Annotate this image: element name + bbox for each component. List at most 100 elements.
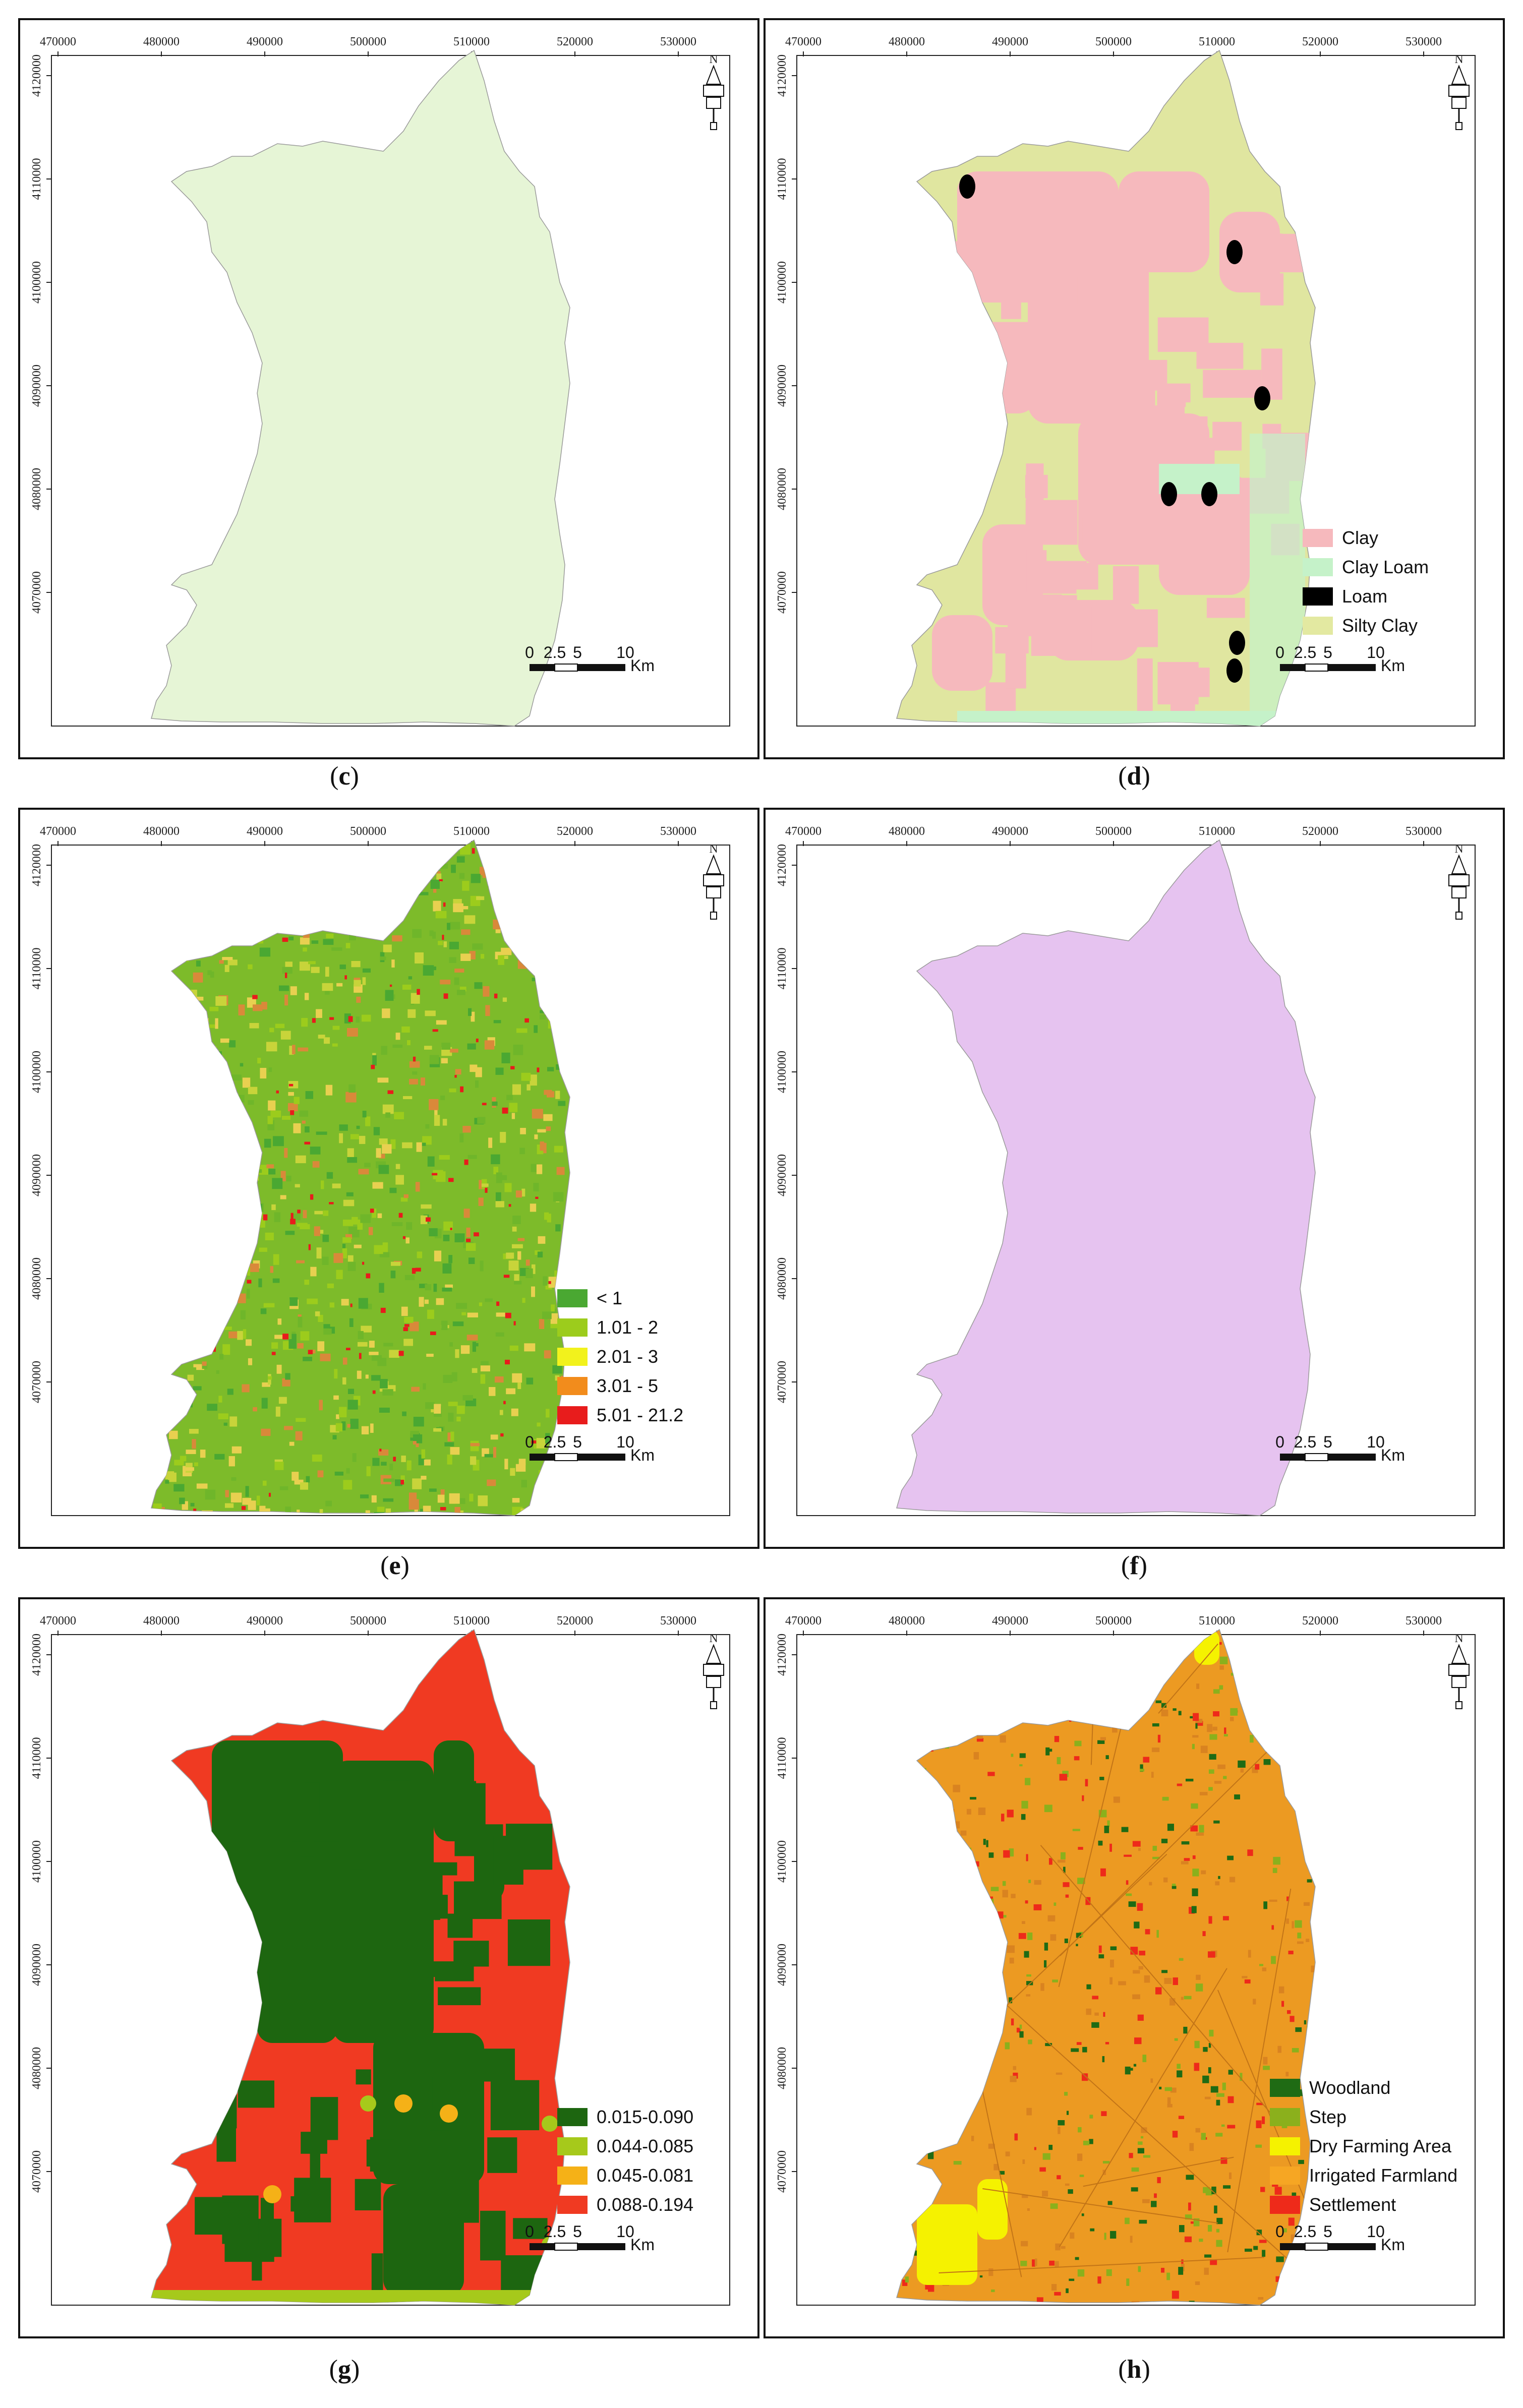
- x-tick-label: 480000: [889, 35, 925, 48]
- x-tick-label: 480000: [889, 1614, 925, 1628]
- map-svg: 470000 480000 490000 500000 510000 520000 5300…: [30, 825, 730, 1516]
- legend-swatch: [1270, 2196, 1300, 2214]
- legend-label: < 1: [597, 1288, 623, 1308]
- legend-label: 0.044-0.085: [597, 2136, 694, 2156]
- x-tick-label: 520000: [1302, 825, 1338, 838]
- caption-c: (c): [330, 762, 359, 791]
- legend-swatch: [557, 2196, 588, 2214]
- legend-item: 3.01 - 5: [557, 1371, 683, 1401]
- scale-label: 10: [1367, 643, 1385, 661]
- x-tick-label: 490000: [992, 35, 1028, 48]
- x-tick-label: 470000: [785, 1614, 822, 1628]
- map-panel-d: 470000 480000 490000 500000 510000 520000 5300…: [764, 18, 1505, 759]
- north-arrow-icon: N: [1448, 1632, 1470, 1709]
- map-svg: 470000 480000 490000 500000 510000 520000 5300…: [776, 35, 1476, 727]
- x-tick-label: 530000: [660, 1614, 696, 1628]
- svg-text:N: N: [709, 1632, 718, 1645]
- y-tick-label: 4080000: [776, 2047, 789, 2089]
- scale-label: 0: [525, 2222, 534, 2241]
- y-tick-label: 4100000: [30, 1051, 43, 1093]
- x-tick-label: 520000: [1302, 35, 1338, 48]
- scale-unit: Km: [630, 656, 655, 675]
- x-tick-label: 510000: [1199, 1614, 1235, 1628]
- x-tick-label: 520000: [557, 35, 593, 48]
- legend-item: Loam: [1303, 582, 1429, 611]
- x-tick-label: 510000: [453, 825, 490, 838]
- x-tick-label: 480000: [143, 825, 180, 838]
- y-tick-label: 4090000: [30, 1944, 43, 1986]
- svg-text:N: N: [709, 53, 718, 66]
- legend-swatch: [557, 1318, 588, 1337]
- svg-text:N: N: [1454, 842, 1463, 856]
- legend-swatch: [1303, 617, 1333, 635]
- x-tick-label: 520000: [557, 825, 593, 838]
- legend-label: 0.088-0.194: [597, 2194, 694, 2215]
- y-tick-label: 4080000: [30, 2047, 43, 2089]
- scale-label: 5: [573, 1433, 582, 1451]
- y-tick-label: 4120000: [30, 1634, 43, 1676]
- map-svg: 470000 480000 490000 500000 510000 520000 5300…: [776, 825, 1476, 1516]
- x-tick-label: 480000: [143, 35, 180, 48]
- legend-item: 0.045-0.081: [557, 2161, 693, 2190]
- legend-label: 1.01 - 2: [597, 1317, 659, 1338]
- y-tick-label: 4110000: [30, 947, 43, 989]
- map-svg: 470000 480000 490000 500000 510000 520000 5300…: [776, 1614, 1476, 2306]
- north-arrow-icon: N: [703, 1632, 724, 1709]
- x-tick-label: 510000: [1199, 35, 1235, 48]
- legend-swatch: [557, 2137, 588, 2155]
- x-tick-label: 490000: [247, 1614, 283, 1628]
- y-tick-label: 4120000: [776, 1634, 789, 1676]
- north-arrow-icon: N: [1448, 842, 1470, 920]
- caption-e: (e): [380, 1551, 409, 1580]
- legend-swatch: [1303, 587, 1333, 606]
- y-tick-label: 4110000: [776, 1737, 789, 1779]
- scale-label: 0: [1275, 643, 1284, 661]
- legend-item: 0.015-0.090: [557, 2102, 693, 2132]
- y-tick-label: 4100000: [776, 261, 789, 304]
- y-tick-label: 4070000: [776, 2150, 789, 2193]
- x-tick-label: 530000: [660, 825, 696, 838]
- map-panel-g: 470000 480000 490000 500000 510000 520000 5300…: [18, 1597, 759, 2338]
- caption-h: (h): [1118, 2355, 1150, 2384]
- y-tick-label: 4090000: [30, 1154, 43, 1196]
- north-arrow-icon: N: [1448, 53, 1470, 130]
- x-tick-label: 470000: [785, 35, 822, 48]
- y-tick-label: 4090000: [776, 365, 789, 407]
- region-e: [151, 839, 570, 1516]
- legend-label: Clay Loam: [1342, 557, 1429, 577]
- legend-item: 2.01 - 3: [557, 1342, 683, 1371]
- x-tick-label: 480000: [143, 1614, 180, 1628]
- legend: 0.015-0.090 0.044-0.085 0.045-0.081 0.088-0…: [557, 2102, 693, 2219]
- y-tick-label: 4090000: [776, 1944, 789, 1986]
- scale-label: 5: [1323, 1433, 1332, 1451]
- legend-item: Dry Farming Area: [1270, 2132, 1457, 2161]
- svg-text:N: N: [709, 842, 718, 856]
- legend-label: 3.01 - 5: [597, 1375, 659, 1396]
- legend-swatch: [1303, 558, 1333, 576]
- legend-label: Woodland: [1309, 2077, 1391, 2098]
- map-panel-h: 470000 480000 490000 500000 510000 520000 5300…: [764, 1597, 1505, 2338]
- scale-label: 2.5: [1294, 643, 1316, 661]
- region-f: [896, 839, 1316, 1516]
- x-tick-label: 470000: [40, 825, 76, 838]
- legend-swatch: [1270, 2108, 1300, 2126]
- x-tick-label: 500000: [1095, 35, 1132, 48]
- legend-label: Irrigated Farmland: [1309, 2165, 1458, 2186]
- x-tick-label: 520000: [1302, 1614, 1338, 1628]
- y-tick-label: 4120000: [30, 54, 43, 97]
- scale-label: 10: [616, 643, 634, 661]
- north-arrow-icon: N: [703, 842, 724, 920]
- y-tick-label: 4100000: [30, 1840, 43, 1883]
- scale-unit: Km: [1381, 1446, 1405, 1464]
- legend-swatch: [557, 1406, 588, 1424]
- scale-label: 2.5: [544, 2222, 566, 2241]
- legend-label: Dry Farming Area: [1309, 2136, 1452, 2156]
- y-tick-label: 4110000: [30, 158, 43, 200]
- x-tick-label: 530000: [1405, 35, 1442, 48]
- y-tick-label: 4070000: [776, 571, 789, 614]
